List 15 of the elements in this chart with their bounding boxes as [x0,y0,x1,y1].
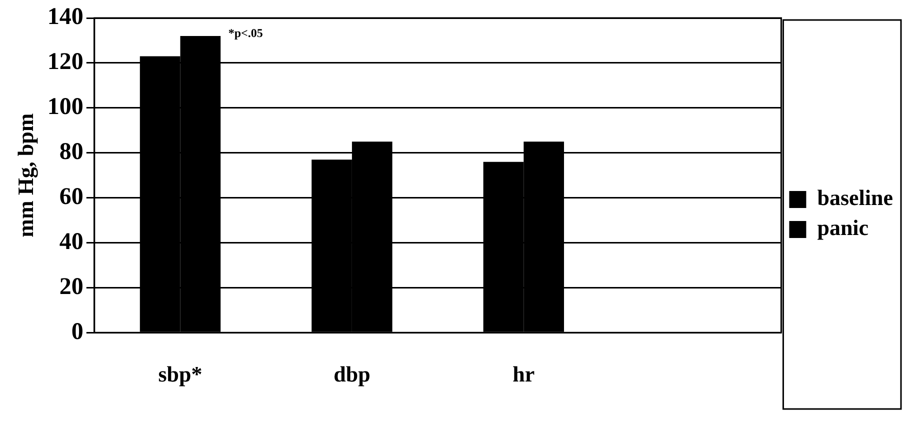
y-axis-title: mm Hg, bpm [12,113,38,238]
annotation: *p<.05 [228,26,263,40]
y-tick-label: 0 [71,318,84,345]
y-tick-label: 40 [59,228,84,255]
legend-label: baseline [817,185,894,210]
x-tick-label: sbp* [158,361,202,386]
x-tick-label: dbp [334,361,370,386]
x-tick-label: hr [512,361,535,386]
y-tick-label: 60 [59,184,84,210]
y-tick-label: 100 [47,94,84,120]
y-tick-label: 140 [47,4,84,30]
y-tick-label: 80 [59,139,84,166]
y-tick-label: 20 [59,274,84,300]
y-tick-label: 120 [47,49,84,76]
legend-label: panic [817,215,869,240]
